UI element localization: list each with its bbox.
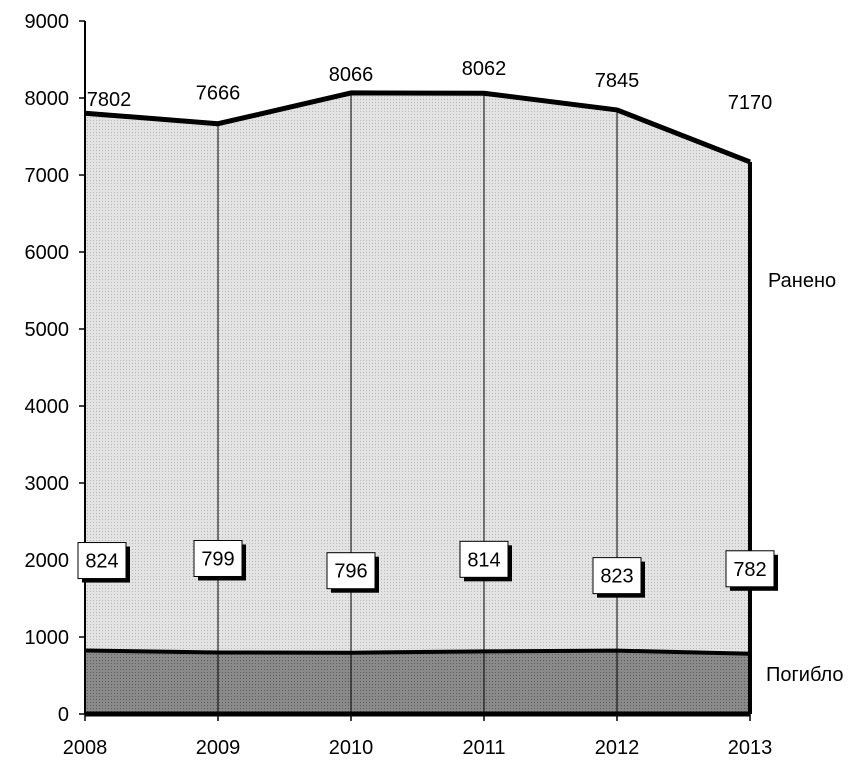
data-label-pogiblo-2010: 796 — [334, 561, 367, 583]
data-label-box-pogiblo-2008 — [77, 542, 127, 580]
data-label-raneno-2010: 8066 — [329, 64, 374, 86]
data-label-pogiblo-2008: 824 — [85, 551, 118, 573]
series-label-pogiblo: Погибло — [766, 664, 844, 686]
y-tick-label-2000: 2000 — [25, 550, 70, 572]
x-tick-label-2011: 2011 — [462, 737, 505, 759]
x-tick-label-2008: 2008 — [63, 737, 108, 759]
x-tick-label-2013: 2013 — [728, 737, 773, 759]
data-label-raneno-2011: 8062 — [462, 58, 507, 80]
series-label-raneno: Ранено — [768, 270, 836, 292]
x-tick-label-2009: 2009 — [196, 737, 241, 759]
x-tick-label-2010: 2010 — [329, 737, 374, 759]
y-tick-label-6000: 6000 — [25, 242, 70, 264]
y-tick-label-3000: 3000 — [25, 473, 70, 495]
area-pogiblo — [85, 650, 750, 714]
y-tick-label-9000: 9000 — [25, 11, 70, 33]
y-tick-label-8000: 8000 — [25, 88, 70, 110]
series-line-pogiblo — [84, 648, 751, 656]
area-raneno — [85, 92, 750, 715]
data-label-pogiblo-2012: 823 — [600, 566, 633, 588]
series-line-raneno — [84, 90, 751, 165]
data-label-box-pogiblo-2011 — [459, 540, 509, 578]
data-label-box-pogiblo-2013 — [725, 550, 775, 588]
data-label-raneno-2008: 7802 — [87, 89, 132, 111]
data-label-box-pogiblo-2012 — [592, 557, 642, 595]
data-label-pogiblo-2013: 782 — [733, 559, 766, 581]
data-label-raneno-2012: 7845 — [595, 70, 640, 92]
y-tick-label-7000: 7000 — [25, 165, 70, 187]
data-label-box-pogiblo-2009 — [193, 539, 243, 577]
data-label-pogiblo-2009: 799 — [201, 548, 234, 570]
x-tick-label-2012: 2012 — [595, 737, 640, 759]
data-label-box-pogiblo-2010 — [326, 552, 376, 590]
data-label-pogiblo-2011: 814 — [467, 549, 500, 571]
y-tick-label-0: 0 — [58, 704, 69, 726]
y-tick-label-5000: 5000 — [25, 319, 70, 341]
data-label-raneno-2013: 7170 — [728, 92, 773, 114]
y-tick-label-4000: 4000 — [25, 396, 70, 418]
y-tick-label-1000: 1000 — [25, 627, 70, 649]
data-label-raneno-2009: 7666 — [196, 83, 241, 105]
